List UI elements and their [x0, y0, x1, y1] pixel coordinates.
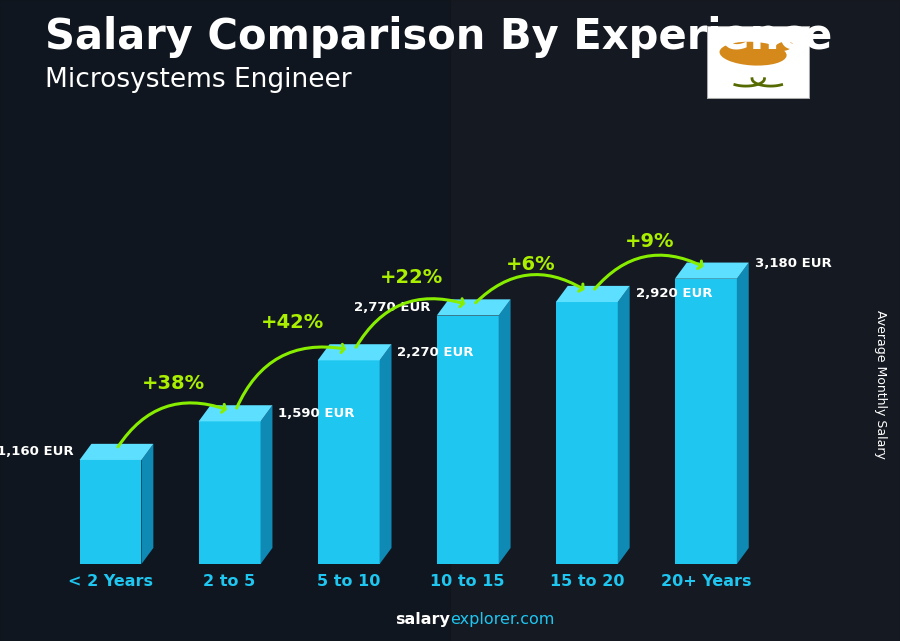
Text: Salary Comparison By Experience: Salary Comparison By Experience — [45, 16, 832, 58]
Polygon shape — [79, 460, 141, 564]
Text: Microsystems Engineer: Microsystems Engineer — [45, 67, 352, 94]
Polygon shape — [556, 302, 617, 564]
Polygon shape — [141, 444, 153, 564]
Text: explorer.com: explorer.com — [450, 612, 554, 627]
Polygon shape — [380, 344, 392, 564]
Text: 1,160 EUR: 1,160 EUR — [0, 445, 74, 458]
Text: 2,920 EUR: 2,920 EUR — [635, 287, 712, 300]
Polygon shape — [199, 405, 273, 421]
Polygon shape — [737, 263, 749, 564]
Text: 1,590 EUR: 1,590 EUR — [278, 406, 355, 420]
Text: +6%: +6% — [506, 255, 555, 274]
Text: +9%: +9% — [625, 231, 674, 251]
Polygon shape — [675, 263, 749, 279]
Polygon shape — [499, 299, 510, 564]
Polygon shape — [318, 360, 380, 564]
Polygon shape — [556, 286, 630, 302]
Text: salary: salary — [395, 612, 450, 627]
Text: 2,270 EUR: 2,270 EUR — [398, 345, 474, 358]
Polygon shape — [436, 299, 510, 315]
Text: +42%: +42% — [260, 313, 324, 332]
Text: +22%: +22% — [380, 269, 443, 287]
Polygon shape — [436, 315, 499, 564]
Text: 2,770 EUR: 2,770 EUR — [355, 301, 431, 313]
Polygon shape — [79, 444, 153, 460]
Text: 3,180 EUR: 3,180 EUR — [755, 257, 832, 270]
Polygon shape — [260, 405, 273, 564]
Text: Average Monthly Salary: Average Monthly Salary — [874, 310, 886, 459]
Text: +38%: +38% — [141, 374, 204, 393]
Polygon shape — [318, 344, 392, 360]
Polygon shape — [199, 421, 260, 564]
Polygon shape — [617, 286, 630, 564]
Polygon shape — [675, 279, 737, 564]
Ellipse shape — [775, 42, 793, 51]
Ellipse shape — [719, 42, 787, 65]
